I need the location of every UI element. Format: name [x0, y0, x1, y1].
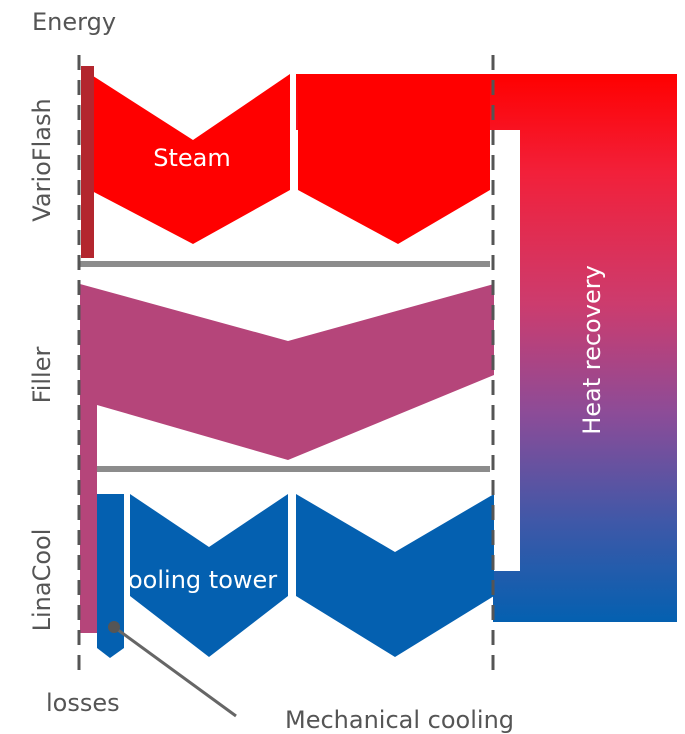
heat-recovery-band — [296, 74, 677, 622]
filler-label: Filler — [28, 347, 56, 404]
steam-label: Steam — [153, 144, 231, 172]
mechanical-cooling-pointer — [113, 625, 237, 718]
varioflash-label: VarioFlash — [28, 98, 56, 221]
steam-chevron-2 — [298, 74, 490, 244]
divider-top — [80, 261, 490, 267]
steam-chevron-1 — [90, 74, 290, 244]
mechanical-cooling-label: Mechanical cooling — [285, 706, 514, 734]
filler-band — [80, 284, 494, 633]
cooling-tower-label: ooling tower — [128, 566, 277, 594]
mechanical-cooling-pointer-dot — [108, 621, 120, 633]
divider-bottom — [97, 466, 490, 472]
energy-label: Energy — [32, 8, 116, 36]
steam-edge-bar — [81, 66, 94, 258]
cooling-chevron-1 — [130, 494, 288, 657]
mechanical-cooling-bar — [97, 494, 124, 658]
losses-label: losses — [46, 689, 120, 717]
heat-recovery-label: Heat recovery — [578, 265, 606, 435]
linacool-label: LinaCool — [28, 529, 56, 632]
cooling-chevron-2 — [296, 494, 494, 657]
